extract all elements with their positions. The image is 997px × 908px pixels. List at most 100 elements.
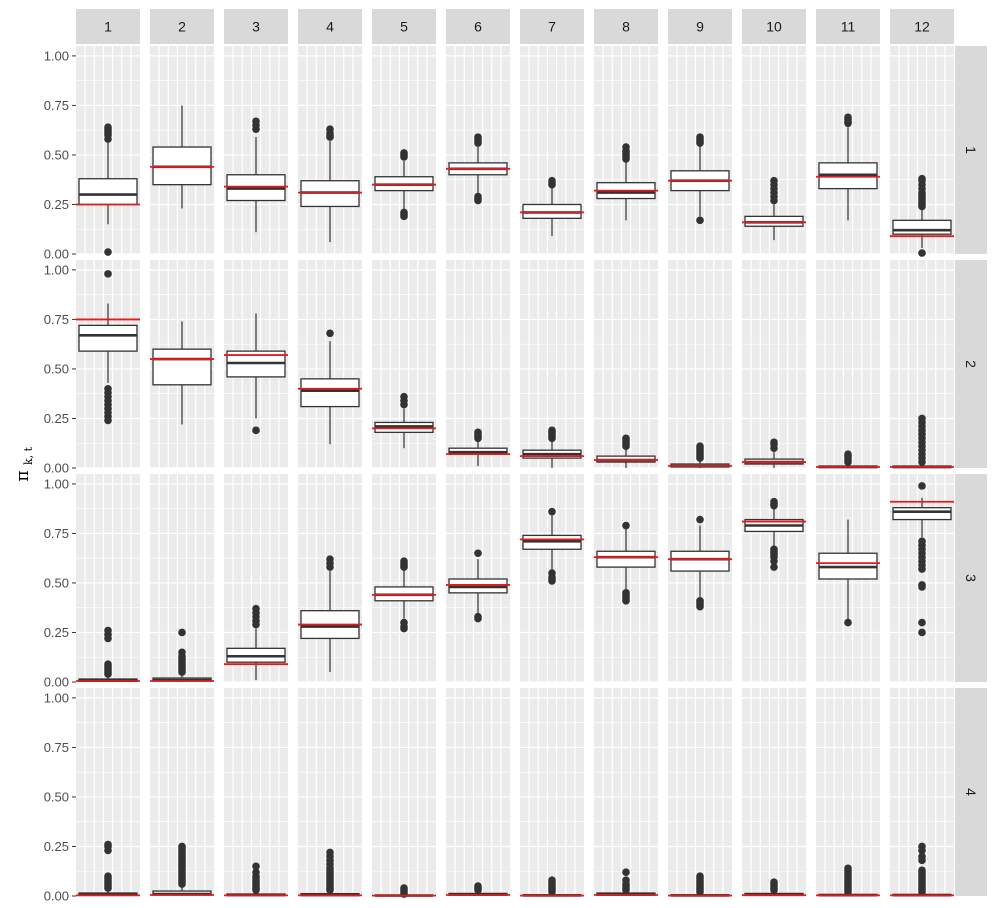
outlier-point (400, 884, 408, 892)
boxplot-row2-col12 (890, 414, 954, 469)
outlier-point (548, 569, 556, 577)
boxplot-row1-col11 (816, 113, 880, 221)
boxplot-row1-col2 (150, 105, 214, 209)
outlier-point (474, 133, 482, 141)
y-axis-title: π k, t (13, 446, 35, 481)
outlier-point (918, 581, 926, 589)
outlier-point (178, 842, 186, 851)
boxplot-row4-col10 (742, 878, 806, 897)
y-tick-label: 0.00 (44, 889, 69, 904)
boxplot-row3-col2 (150, 628, 214, 682)
boxplot-row3-col11 (816, 519, 880, 627)
column-strip-6 (446, 9, 510, 44)
column-strip-2 (150, 9, 214, 44)
column-strip-3 (224, 9, 288, 44)
column-strip-label-3: 3 (252, 19, 260, 35)
boxplot-row2-col5 (372, 392, 436, 449)
column-strip-label-11: 11 (841, 19, 856, 35)
boxplot-row1-col5 (372, 149, 436, 221)
outlier-point (548, 507, 556, 516)
boxplot-row2-col3 (224, 313, 288, 435)
outlier-point (770, 176, 778, 185)
outlier-point (696, 515, 704, 524)
outlier-point (918, 414, 926, 423)
column-strip-7 (520, 9, 584, 44)
outlier-point (548, 876, 556, 884)
outlier-point (252, 604, 260, 613)
column-strip-label-5: 5 (400, 19, 408, 35)
row-strip-1 (955, 46, 987, 254)
outlier-point (844, 618, 852, 627)
column-strip-4 (298, 9, 362, 44)
outlier-point (622, 434, 630, 443)
box-iqr (892, 219, 952, 235)
boxplot-row3-col1 (76, 626, 140, 683)
outlier-point (918, 537, 926, 546)
outlier-point (918, 866, 926, 875)
outlier-point (770, 878, 778, 886)
y-tick-label: 0.50 (44, 789, 69, 804)
y-tick-label: 0.00 (44, 461, 69, 476)
boxplot-row4-col6 (446, 882, 510, 896)
boxplot-row2-col7 (520, 426, 584, 468)
y-axes: 0.000.250.500.751.000.000.250.500.751.00… (44, 48, 76, 904)
box-iqr (78, 324, 138, 352)
facet-panels (76, 46, 954, 897)
column-strip-label-4: 4 (326, 19, 334, 35)
outlier-point (622, 589, 630, 597)
row-strip-label-3: 3 (963, 574, 979, 582)
outlier-point (326, 848, 334, 857)
outlier-point (104, 123, 112, 132)
outlier-point (918, 249, 926, 257)
outlier-point (252, 868, 260, 877)
outlier-point (622, 868, 630, 877)
y-tick-label: 0.50 (44, 575, 69, 590)
boxplot-row1-col6 (446, 133, 510, 205)
outlier-point (696, 216, 704, 225)
column-strip-8 (594, 9, 658, 44)
outlier-point (104, 840, 112, 849)
box-iqr (670, 550, 730, 572)
outlier-point (104, 384, 112, 393)
boxplot-row3-col6 (446, 549, 510, 623)
boxplot-marks (76, 105, 954, 898)
column-strip-5 (372, 9, 436, 44)
boxplot-row3-col12 (890, 482, 954, 637)
outlier-point (696, 133, 704, 141)
boxplot-row3-col7 (520, 507, 584, 585)
boxplot-row2-col11 (816, 450, 880, 469)
boxplot-row4-col5 (372, 884, 436, 898)
y-tick-label: 0.25 (44, 411, 69, 426)
boxplot-row1-col12 (890, 174, 954, 257)
boxplot-row3-col4 (298, 555, 362, 673)
column-strip-11 (816, 9, 880, 44)
outlier-point (622, 876, 630, 884)
outlier-point (252, 862, 260, 871)
outlier-point (400, 618, 408, 627)
outlier-point (918, 482, 926, 490)
column-strip-label-10: 10 (766, 19, 782, 35)
boxplot-row4-col12 (890, 842, 954, 897)
y-tick-label: 0.25 (44, 625, 69, 640)
boxplot-row4-col8 (594, 868, 658, 896)
boxplot-row1-col8 (594, 143, 658, 221)
outlier-point (474, 192, 482, 201)
boxplot-row3-col8 (594, 521, 658, 605)
box-iqr (78, 178, 138, 206)
outlier-point (622, 521, 630, 530)
boxplot-row2-col2 (150, 321, 214, 425)
y-tick-label: 1.00 (44, 690, 69, 705)
column-strip-label-1: 1 (104, 19, 112, 35)
column-strip-9 (668, 9, 732, 44)
row-strip-label-1: 1 (963, 146, 979, 154)
outlier-point (770, 438, 778, 447)
outlier-point (918, 628, 926, 637)
boxplot-row1-col10 (742, 176, 806, 241)
boxplot-row4-col7 (520, 876, 584, 897)
column-strip-label-2: 2 (178, 19, 186, 35)
column-strip-label-7: 7 (548, 19, 556, 35)
box-iqr (892, 507, 952, 521)
outlier-point (400, 208, 408, 217)
outlier-point (178, 628, 186, 637)
